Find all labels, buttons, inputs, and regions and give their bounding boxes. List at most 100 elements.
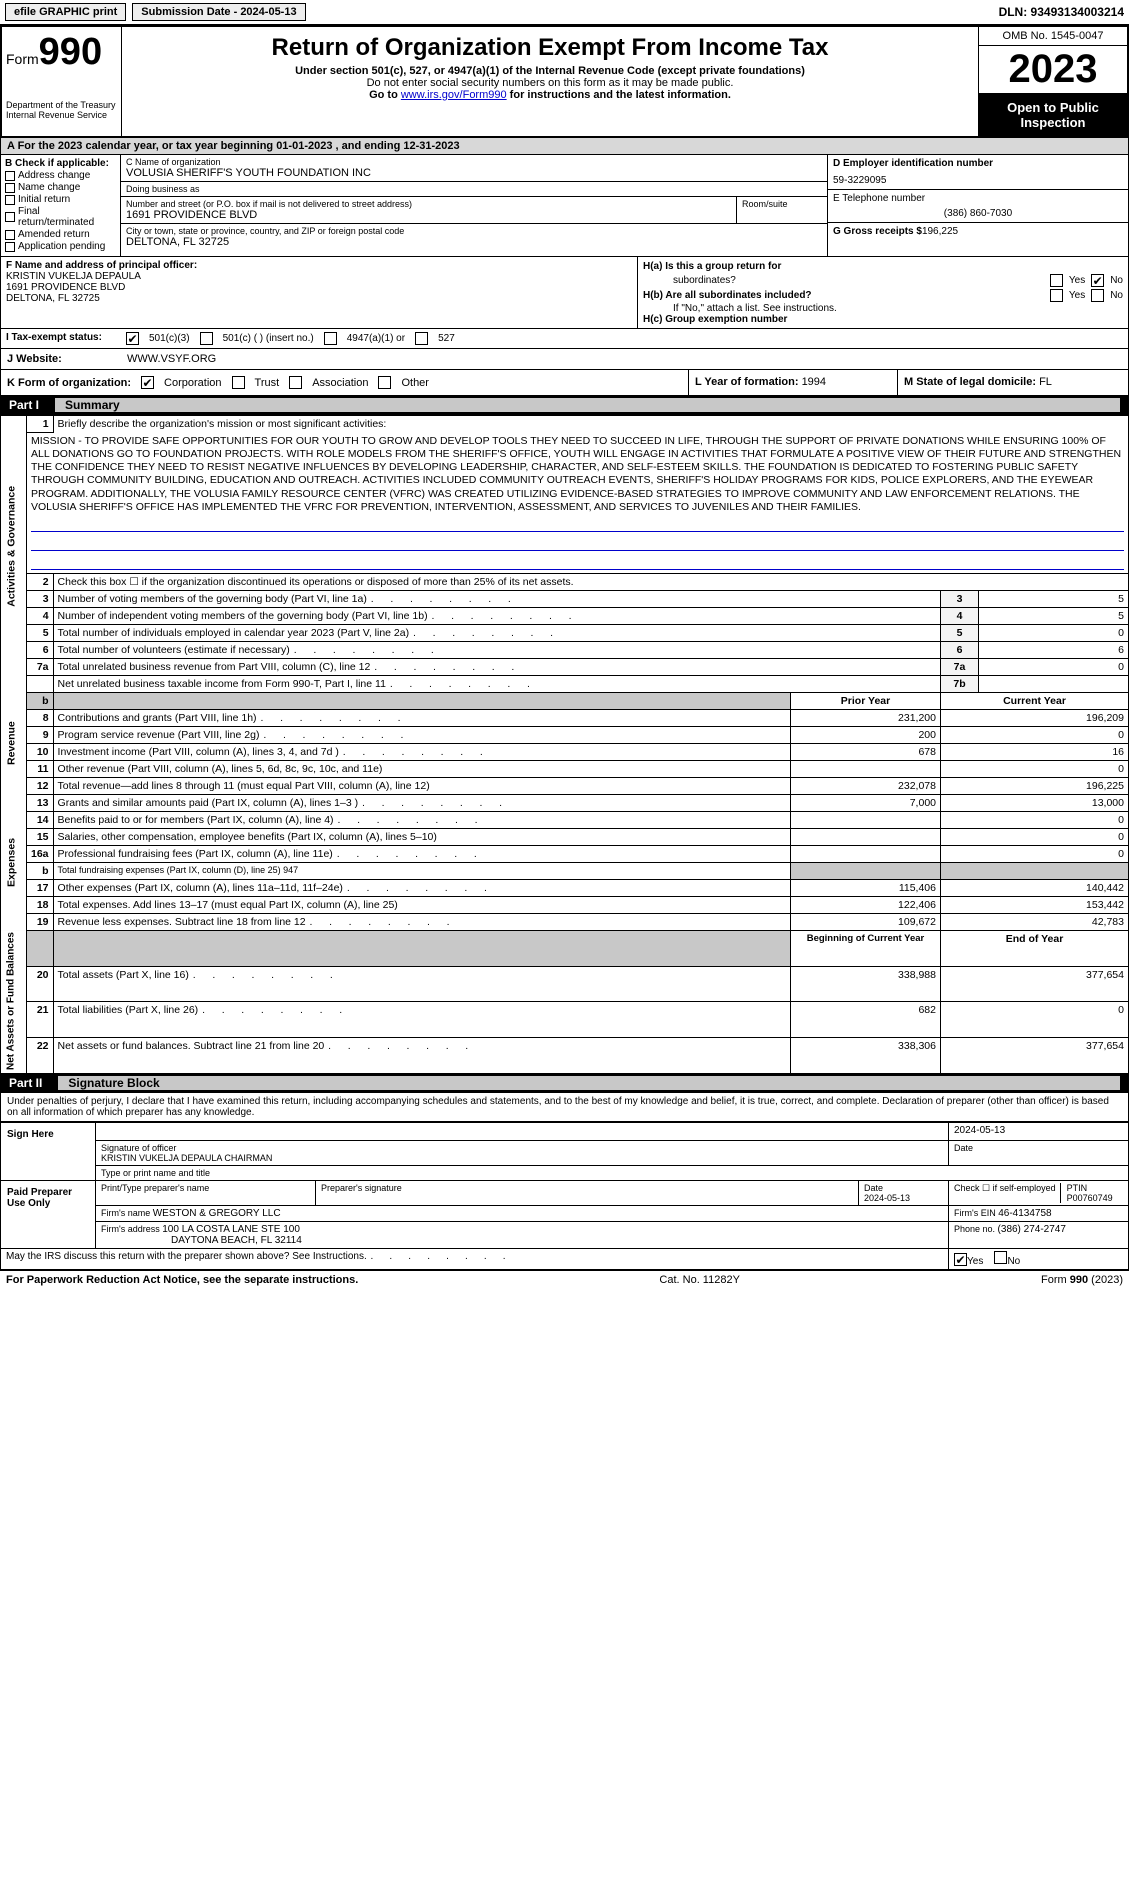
current-value: 42,783 xyxy=(941,913,1129,930)
date-label: Date xyxy=(864,1183,883,1193)
year-formation-label: L Year of formation: xyxy=(695,376,802,388)
year-formation-value: 1994 xyxy=(802,376,826,388)
line-text: Revenue less expenses. Subtract line 18 … xyxy=(58,916,451,928)
col-d: D Employer identification number 59-3229… xyxy=(828,155,1128,256)
hb-row: H(b) Are all subordinates included? Yes … xyxy=(643,288,1123,303)
summary-table: Activities & Governance 1 Briefly descri… xyxy=(0,415,1129,1074)
current-year-header: Current Year xyxy=(941,692,1129,709)
line-text: Number of voting members of the governin… xyxy=(58,593,512,605)
line-text: Total assets (Part X, line 16) xyxy=(58,969,334,981)
prior-value: 678 xyxy=(791,743,941,760)
gross-label: G Gross receipts $ xyxy=(833,226,922,237)
ha-row: H(a) Is this a group return for xyxy=(643,260,1123,273)
line-value: 0 xyxy=(979,658,1129,675)
line-4: 4Number of independent voting members of… xyxy=(1,607,1129,624)
officer-label: F Name and address of principal officer: xyxy=(6,260,197,271)
chk-4947[interactable] xyxy=(324,332,337,345)
line-18: 18Total expenses. Add lines 13–17 (must … xyxy=(1,896,1129,913)
underline xyxy=(31,557,1124,570)
chk-label: Name change xyxy=(18,182,80,193)
discuss-no-checkbox[interactable] xyxy=(994,1251,1007,1264)
efile-print-button[interactable]: efile GRAPHIC print xyxy=(5,3,126,21)
ha-label: H(a) Is this a group return for xyxy=(643,261,781,272)
chk-trust[interactable] xyxy=(232,376,245,389)
ha-label2: subordinates? xyxy=(643,275,736,286)
net-header-row: Net Assets or Fund Balances Beginning of… xyxy=(1,930,1129,966)
checkbox-icon xyxy=(5,183,15,193)
begin-value: 338,306 xyxy=(791,1038,941,1074)
begin-value: 338,988 xyxy=(791,966,941,1002)
chk-other[interactable] xyxy=(378,376,391,389)
opt-other: Other xyxy=(401,377,429,389)
discuss-yes-checkbox[interactable] xyxy=(954,1253,967,1266)
line-text: Net assets or fund balances. Subtract li… xyxy=(58,1040,470,1052)
chk-association[interactable] xyxy=(289,376,302,389)
current-value: 140,442 xyxy=(941,879,1129,896)
ha-no-checkbox[interactable] xyxy=(1091,274,1104,287)
chk-corporation[interactable] xyxy=(141,376,154,389)
line-text: Grants and similar amounts paid (Part IX… xyxy=(58,797,504,809)
chk-amended-return[interactable]: Amended return xyxy=(5,229,116,240)
chk-501c[interactable] xyxy=(200,332,213,345)
city-cell: City or town, state or province, country… xyxy=(121,223,827,250)
preparer-sig-label: Preparer's signature xyxy=(316,1180,859,1205)
phone-cell: E Telephone number (386) 860-7030 xyxy=(828,190,1128,223)
footer: For Paperwork Reduction Act Notice, see … xyxy=(0,1270,1129,1289)
ha-yes-checkbox[interactable] xyxy=(1050,274,1063,287)
tab-expenses: Expenses xyxy=(1,794,27,930)
submission-date-button[interactable]: Submission Date - 2024-05-13 xyxy=(132,3,305,21)
end-value: 377,654 xyxy=(941,1038,1129,1074)
part-2-title: Signature Block xyxy=(58,1076,1120,1090)
year-formation: L Year of formation: 1994 xyxy=(688,370,898,395)
irs-link[interactable]: www.irs.gov/Form990 xyxy=(401,89,507,101)
preparer-name-label: Print/Type preparer's name xyxy=(96,1180,316,1205)
chk-527[interactable] xyxy=(415,332,428,345)
chk-501c3[interactable] xyxy=(126,332,139,345)
chk-label: Initial return xyxy=(18,194,70,205)
line1-cell: Briefly describe the organization's miss… xyxy=(53,416,1128,433)
prior-value: 7,000 xyxy=(791,794,941,811)
chk-name-change[interactable]: Name change xyxy=(5,182,116,193)
hb-yes-checkbox[interactable] xyxy=(1050,289,1063,302)
line-text: Total number of volunteers (estimate if … xyxy=(58,644,435,656)
chk-label: Amended return xyxy=(18,229,90,240)
begin-year-header: Beginning of Current Year xyxy=(791,930,941,966)
line-2: 2 Check this box ☐ if the organization d… xyxy=(1,573,1129,590)
goto-line: Go to www.irs.gov/Form990 for instructio… xyxy=(130,89,970,101)
line-text: Contributions and grants (Part VIII, lin… xyxy=(58,712,402,724)
chk-address-change[interactable]: Address change xyxy=(5,170,116,181)
tax-exempt-label: I Tax-exempt status: xyxy=(6,332,102,343)
paid-preparer-label: Paid Preparer Use Only xyxy=(1,1180,96,1248)
sign-here-label: Sign Here xyxy=(1,1122,96,1180)
chk-application-pending[interactable]: Application pending xyxy=(5,241,116,252)
form-mid-col: Return of Organization Exempt From Incom… xyxy=(122,27,979,136)
dept-treasury: Department of the Treasury xyxy=(6,100,117,110)
catalog-number: Cat. No. 11282Y xyxy=(659,1274,740,1286)
dln-label: DLN: 93493134003214 xyxy=(999,5,1124,19)
line-11: 11Other revenue (Part VIII, column (A), … xyxy=(1,760,1129,777)
tab-revenue: Revenue xyxy=(1,692,27,794)
chk-initial-return[interactable]: Initial return xyxy=(5,194,116,205)
preparer-date: 2024-05-13 xyxy=(864,1193,910,1203)
hb-no-checkbox[interactable] xyxy=(1091,289,1104,302)
discuss-label: May the IRS discuss this return with the… xyxy=(6,1251,507,1262)
chk-final-return[interactable]: Final return/terminated xyxy=(5,206,116,228)
dba-label: Doing business as xyxy=(126,184,822,194)
firm-phone: (386) 274-2747 xyxy=(998,1224,1066,1235)
shaded-cell xyxy=(941,862,1129,879)
line-16a: 16aProfessional fundraising fees (Part I… xyxy=(1,845,1129,862)
line-text: Professional fundraising fees (Part IX, … xyxy=(58,848,478,860)
paperwork-notice: For Paperwork Reduction Act Notice, see … xyxy=(6,1274,358,1286)
line-15: 15Salaries, other compensation, employee… xyxy=(1,828,1129,845)
ein-label: D Employer identification number xyxy=(833,158,1123,169)
col-b: B Check if applicable: Address change Na… xyxy=(1,155,121,256)
goto-pre: Go to xyxy=(369,89,401,101)
top-bar: efile GRAPHIC print Submission Date - 20… xyxy=(0,0,1129,25)
current-value: 0 xyxy=(941,811,1129,828)
form-right-col: OMB No. 1545-0047 2023 Open to Public In… xyxy=(979,27,1127,136)
line-value: 5 xyxy=(979,590,1129,607)
firm-ein-label: Firm's EIN xyxy=(954,1208,998,1218)
row-i: I Tax-exempt status: 501(c)(3) 501(c) ( … xyxy=(0,329,1129,349)
header-block-bcd: B Check if applicable: Address change Na… xyxy=(0,155,1129,257)
line-19: 19Revenue less expenses. Subtract line 1… xyxy=(1,913,1129,930)
